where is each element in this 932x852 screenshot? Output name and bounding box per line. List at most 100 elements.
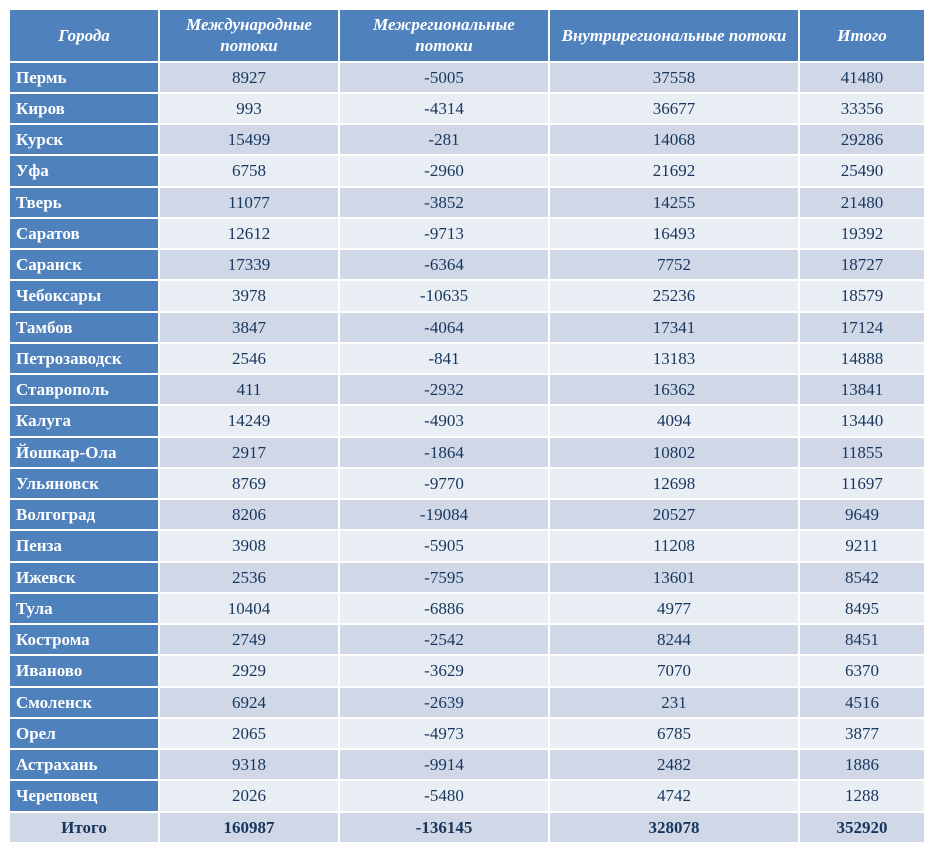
value-cell: 29286	[799, 124, 925, 155]
footer-value-cell: 352920	[799, 812, 925, 843]
city-cell: Курск	[9, 124, 159, 155]
value-cell: 2917	[159, 437, 339, 468]
city-cell: Смоленск	[9, 687, 159, 718]
value-cell: 2536	[159, 562, 339, 593]
value-cell: 9211	[799, 530, 925, 561]
value-cell: 36677	[549, 93, 799, 124]
value-cell: 16362	[549, 374, 799, 405]
value-cell: -9713	[339, 218, 549, 249]
value-cell: 37558	[549, 62, 799, 93]
value-cell: 11077	[159, 187, 339, 218]
header-row: ГородаМеждународные потокиМежрегиональны…	[9, 9, 925, 62]
table-row: Петрозаводск2546-8411318314888	[9, 343, 925, 374]
value-cell: 9318	[159, 749, 339, 780]
value-cell: 13440	[799, 405, 925, 436]
value-cell: -5905	[339, 530, 549, 561]
col-header-city: Города	[9, 9, 159, 62]
value-cell: -4314	[339, 93, 549, 124]
value-cell: 19392	[799, 218, 925, 249]
value-cell: 10404	[159, 593, 339, 624]
table-row: Калуга14249-4903409413440	[9, 405, 925, 436]
value-cell: 20527	[549, 499, 799, 530]
value-cell: 17341	[549, 312, 799, 343]
value-cell: 21480	[799, 187, 925, 218]
footer-value-cell: 160987	[159, 812, 339, 843]
table-footer: Итого160987-136145328078352920	[9, 812, 925, 843]
value-cell: 11208	[549, 530, 799, 561]
table-header: ГородаМеждународные потокиМежрегиональны…	[9, 9, 925, 62]
value-cell: 33356	[799, 93, 925, 124]
col-header-inter: Межрегиональные потоки	[339, 9, 549, 62]
city-cell: Калуга	[9, 405, 159, 436]
value-cell: 13841	[799, 374, 925, 405]
value-cell: -9770	[339, 468, 549, 499]
value-cell: 8206	[159, 499, 339, 530]
city-cell: Астрахань	[9, 749, 159, 780]
value-cell: 993	[159, 93, 339, 124]
table-row: Йошкар-Ола2917-18641080211855	[9, 437, 925, 468]
table-row: Саратов12612-97131649319392	[9, 218, 925, 249]
table-row: Курск15499-2811406829286	[9, 124, 925, 155]
value-cell: -2932	[339, 374, 549, 405]
value-cell: 11697	[799, 468, 925, 499]
value-cell: -9914	[339, 749, 549, 780]
table-body: Пермь8927-50053755841480Киров993-4314366…	[9, 62, 925, 812]
value-cell: -3852	[339, 187, 549, 218]
value-cell: 8495	[799, 593, 925, 624]
value-cell: -4973	[339, 718, 549, 749]
value-cell: 4977	[549, 593, 799, 624]
city-cell: Череповец	[9, 780, 159, 811]
table-row: Тверь11077-38521425521480	[9, 187, 925, 218]
table-row: Ижевск2536-7595136018542	[9, 562, 925, 593]
city-cell: Чебоксары	[9, 280, 159, 311]
value-cell: 18579	[799, 280, 925, 311]
table-row: Киров993-43143667733356	[9, 93, 925, 124]
value-cell: 2026	[159, 780, 339, 811]
table-row: Орел2065-497367853877	[9, 718, 925, 749]
value-cell: 8244	[549, 624, 799, 655]
value-cell: 6785	[549, 718, 799, 749]
city-cell: Орел	[9, 718, 159, 749]
value-cell: 3877	[799, 718, 925, 749]
value-cell: -4064	[339, 312, 549, 343]
value-cell: 411	[159, 374, 339, 405]
value-cell: 12698	[549, 468, 799, 499]
value-cell: 14068	[549, 124, 799, 155]
value-cell: 14255	[549, 187, 799, 218]
col-header-intra: Внутрирегиональные потоки	[549, 9, 799, 62]
value-cell: -2542	[339, 624, 549, 655]
footer-value-cell: -136145	[339, 812, 549, 843]
table-row: Кострома2749-254282448451	[9, 624, 925, 655]
value-cell: 4516	[799, 687, 925, 718]
migration-flows-table: ГородаМеждународные потокиМежрегиональны…	[8, 8, 926, 844]
value-cell: 231	[549, 687, 799, 718]
city-cell: Пермь	[9, 62, 159, 93]
value-cell: 15499	[159, 124, 339, 155]
value-cell: -6364	[339, 249, 549, 280]
value-cell: 1288	[799, 780, 925, 811]
value-cell: 25236	[549, 280, 799, 311]
table-row: Чебоксары3978-106352523618579	[9, 280, 925, 311]
table-row: Череповец2026-548047421288	[9, 780, 925, 811]
table-row: Уфа6758-29602169225490	[9, 155, 925, 186]
city-cell: Кострома	[9, 624, 159, 655]
col-header-total: Итого	[799, 9, 925, 62]
value-cell: -281	[339, 124, 549, 155]
city-cell: Иваново	[9, 655, 159, 686]
city-cell: Тамбов	[9, 312, 159, 343]
value-cell: 9649	[799, 499, 925, 530]
value-cell: 2546	[159, 343, 339, 374]
table-row: Пермь8927-50053755841480	[9, 62, 925, 93]
city-cell: Ульяновск	[9, 468, 159, 499]
value-cell: -10635	[339, 280, 549, 311]
city-cell: Пенза	[9, 530, 159, 561]
value-cell: 14888	[799, 343, 925, 374]
value-cell: 2482	[549, 749, 799, 780]
table-row: Ульяновск8769-97701269811697	[9, 468, 925, 499]
value-cell: 3847	[159, 312, 339, 343]
value-cell: 3908	[159, 530, 339, 561]
value-cell: -2960	[339, 155, 549, 186]
value-cell: 4742	[549, 780, 799, 811]
value-cell: -5480	[339, 780, 549, 811]
table-row: Смоленск6924-26392314516	[9, 687, 925, 718]
